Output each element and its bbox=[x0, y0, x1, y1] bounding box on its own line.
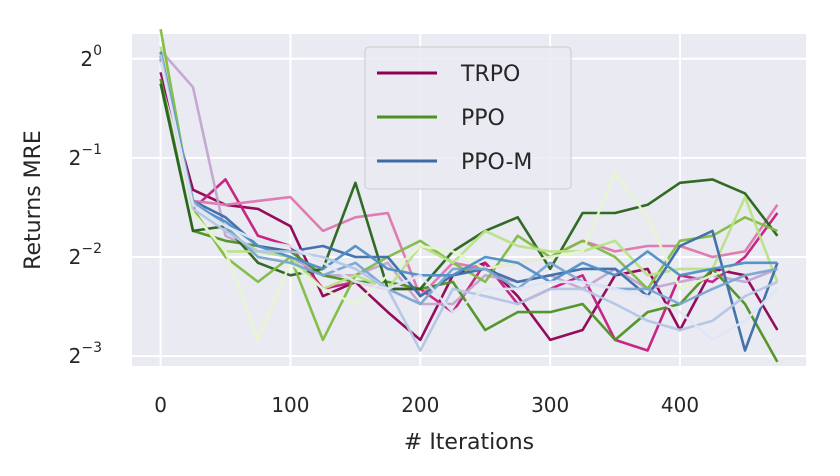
y-tick-label: 2−3 bbox=[69, 340, 102, 368]
legend-label-trpo: TRPO bbox=[460, 62, 520, 87]
legend: TRPO PPO PPO-M bbox=[364, 46, 572, 190]
y-tick-label: 2−2 bbox=[69, 241, 102, 269]
x-tick-labels: 0 100 200 300 400 bbox=[154, 393, 699, 417]
legend-label-ppo-m: PPO-M bbox=[461, 150, 532, 175]
x-axis-label: # Iterations bbox=[404, 430, 534, 455]
legend-label-ppo: PPO bbox=[461, 106, 505, 131]
series-line-run-11 bbox=[159, 51, 778, 284]
x-tick-label: 400 bbox=[661, 393, 699, 417]
series-line-run-5 bbox=[159, 83, 779, 291]
series-line-run-8 bbox=[159, 52, 778, 342]
x-tick-label: 300 bbox=[531, 393, 569, 417]
y-tick-labels: 20 2−1 2−2 2−3 bbox=[69, 43, 102, 368]
legend-box bbox=[364, 46, 572, 190]
x-tick-label: 200 bbox=[401, 393, 439, 417]
y-tick-label: 2−1 bbox=[69, 142, 102, 170]
y-tick-label: 20 bbox=[80, 43, 102, 71]
series-line-run-12 bbox=[159, 54, 778, 352]
series-line-run-1 bbox=[159, 58, 779, 352]
series-line-run-13 bbox=[159, 61, 779, 342]
x-tick-label: 0 bbox=[154, 393, 167, 417]
y-axis-label: Returns MRE bbox=[21, 130, 46, 270]
series-lines bbox=[159, 28, 779, 363]
series-line-run-10 bbox=[159, 51, 778, 306]
x-tick-label: 100 bbox=[271, 393, 309, 417]
